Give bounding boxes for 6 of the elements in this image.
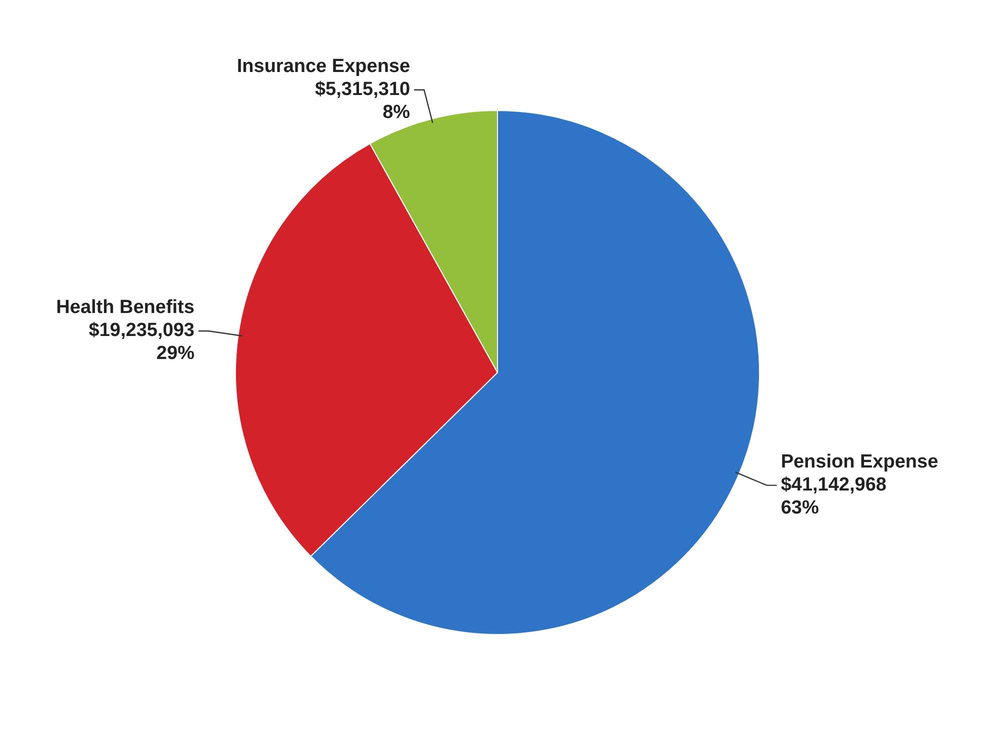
slice-label: Insurance Expense [236, 56, 410, 78]
data-label: $41,142,968 63% [780, 474, 886, 519]
slice-label: Health Benefits [56, 297, 194, 318]
slice-label: Pension Expense [780, 452, 938, 473]
data-label: $19,235,093 29% [88, 320, 195, 364]
data-label: $5,315,310 8% [314, 79, 410, 124]
